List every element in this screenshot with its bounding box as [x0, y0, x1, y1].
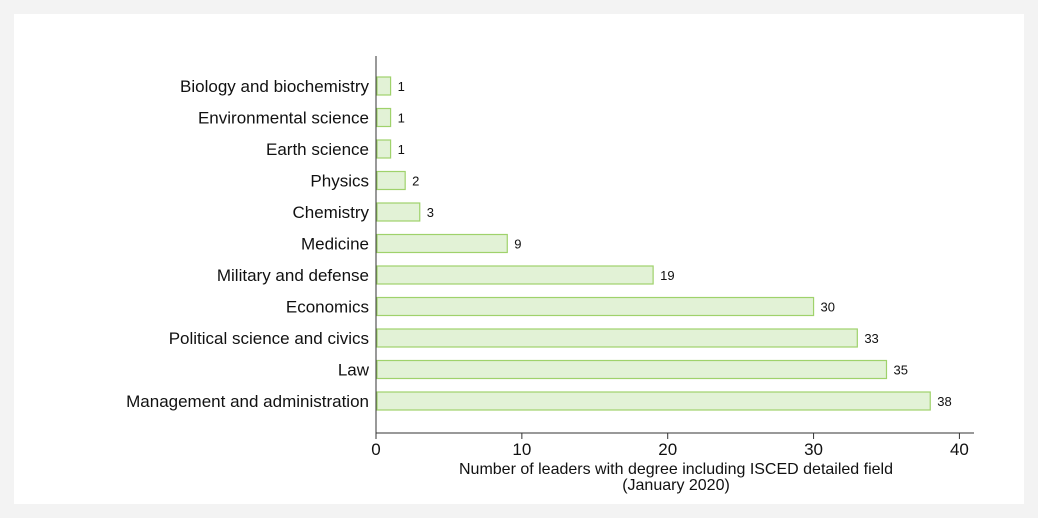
- category-label: Medicine: [301, 235, 369, 254]
- category-label: Chemistry: [292, 203, 369, 222]
- bar: [376, 170, 406, 191]
- category-label: Economics: [286, 298, 369, 317]
- category-label: Environmental science: [198, 109, 369, 128]
- category-label: Earth science: [266, 140, 369, 159]
- chart-panel: Biology and biochemistry 1 Environmental s…: [14, 14, 1024, 504]
- bar-value-label: 30: [821, 300, 835, 315]
- bar-value-label: 35: [893, 363, 907, 378]
- x-axis-title: Number of leaders with degree including …: [459, 461, 893, 478]
- category-label: Physics: [310, 172, 369, 191]
- bar-value-label: 2: [412, 174, 419, 189]
- x-axis-title-subline: (January 2020): [622, 477, 730, 494]
- bar: [376, 202, 421, 222]
- bar-value-label: 1: [398, 142, 405, 157]
- bar: [376, 296, 815, 317]
- x-tick-label: 10: [512, 440, 531, 459]
- bar-value-label: 9: [514, 237, 521, 252]
- x-tick-label: 30: [804, 440, 823, 459]
- bar: [376, 391, 931, 411]
- category-label: Biology and biochemistry: [180, 77, 369, 96]
- bar: [376, 139, 392, 159]
- bar-value-label: 3: [427, 205, 434, 220]
- category-label: Military and defense: [217, 266, 369, 285]
- category-label: Political science and civics: [169, 329, 369, 348]
- bar-value-label: 1: [398, 79, 405, 94]
- bar: [376, 76, 392, 96]
- bar-value-label: 1: [398, 111, 405, 126]
- bar-value-label: 33: [864, 331, 878, 346]
- category-label: Management and administration: [126, 392, 369, 411]
- x-ticks-layer: 0 10 20 30 40: [371, 433, 969, 459]
- bar: [376, 359, 888, 380]
- bars-layer: Biology and biochemistry 1 Environmental s…: [126, 76, 952, 411]
- bar: [376, 265, 654, 285]
- bar-value-label: 19: [660, 268, 674, 283]
- bar-value-label: 38: [937, 394, 951, 409]
- x-tick-label: 40: [950, 440, 969, 459]
- bar: [376, 233, 508, 254]
- bar: [376, 107, 392, 128]
- x-tick-label: 0: [371, 440, 380, 459]
- bar: [376, 328, 858, 348]
- category-label: Law: [338, 361, 370, 380]
- x-tick-label: 20: [658, 440, 677, 459]
- bar-chart: Biology and biochemistry 1 Environmental s…: [126, 56, 974, 494]
